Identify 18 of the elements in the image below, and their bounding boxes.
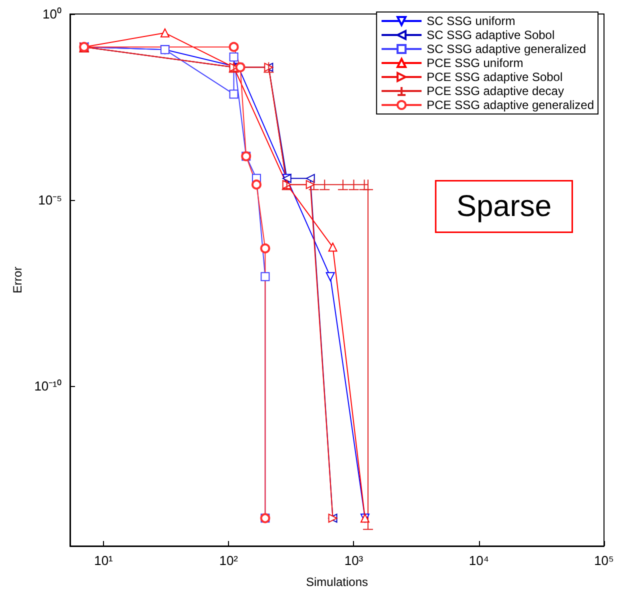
x-tick-label: 10⁴ — [468, 553, 489, 568]
y-axis-title: Error — [10, 266, 24, 294]
legend-label: PCE SSG uniform — [426, 56, 524, 70]
legend-label: PCE SSG adaptive generalized — [426, 98, 594, 112]
y-tick-label: 10⁰ — [42, 6, 62, 22]
legend-label: SC SSG uniform — [426, 14, 516, 28]
x-tick-label: 10² — [219, 553, 239, 568]
y-tick-label: 10⁻⁵ — [38, 192, 62, 208]
legend-label: SC SSG adaptive Sobol — [426, 28, 555, 42]
x-axis-title: Simulations — [306, 575, 368, 589]
legend-label: PCE SSG adaptive decay — [426, 84, 564, 98]
legend-label: SC SSG adaptive generalized — [426, 42, 586, 56]
x-tick-label: 10⁵ — [594, 553, 614, 568]
x-tick-label: 10¹ — [94, 553, 114, 568]
annotation: Sparse — [456, 190, 552, 223]
y-tick-label: 10⁻¹⁰ — [34, 378, 62, 394]
x-tick-label: 10³ — [344, 553, 364, 568]
legend-label: PCE SSG adaptive Sobol — [426, 70, 563, 84]
